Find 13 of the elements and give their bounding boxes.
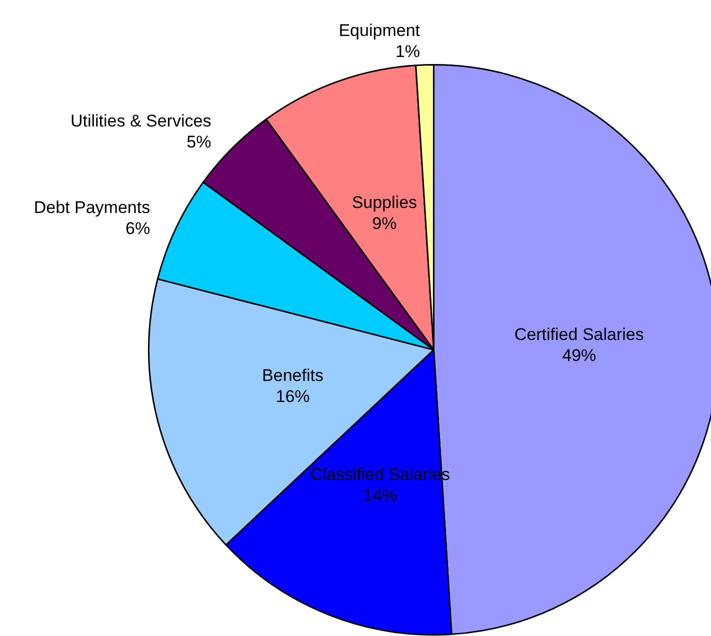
slice-label: Utilities & Services bbox=[70, 111, 212, 130]
data-label: 14% bbox=[363, 486, 398, 506]
slice-label: Certified Salaries bbox=[514, 325, 644, 344]
slice-label: Benefits bbox=[262, 366, 324, 385]
data-label: 49% bbox=[562, 346, 596, 366]
data-label: 9% bbox=[372, 214, 397, 233]
slice-label: Supplies bbox=[352, 192, 418, 212]
slice-label: Equipment bbox=[338, 20, 420, 40]
data-label: 5% bbox=[186, 132, 212, 152]
data-label: 1% bbox=[395, 42, 420, 61]
slice-label: Debt Payments bbox=[34, 198, 150, 218]
data-label: 16% bbox=[276, 386, 310, 406]
data-label: 6% bbox=[126, 219, 150, 238]
